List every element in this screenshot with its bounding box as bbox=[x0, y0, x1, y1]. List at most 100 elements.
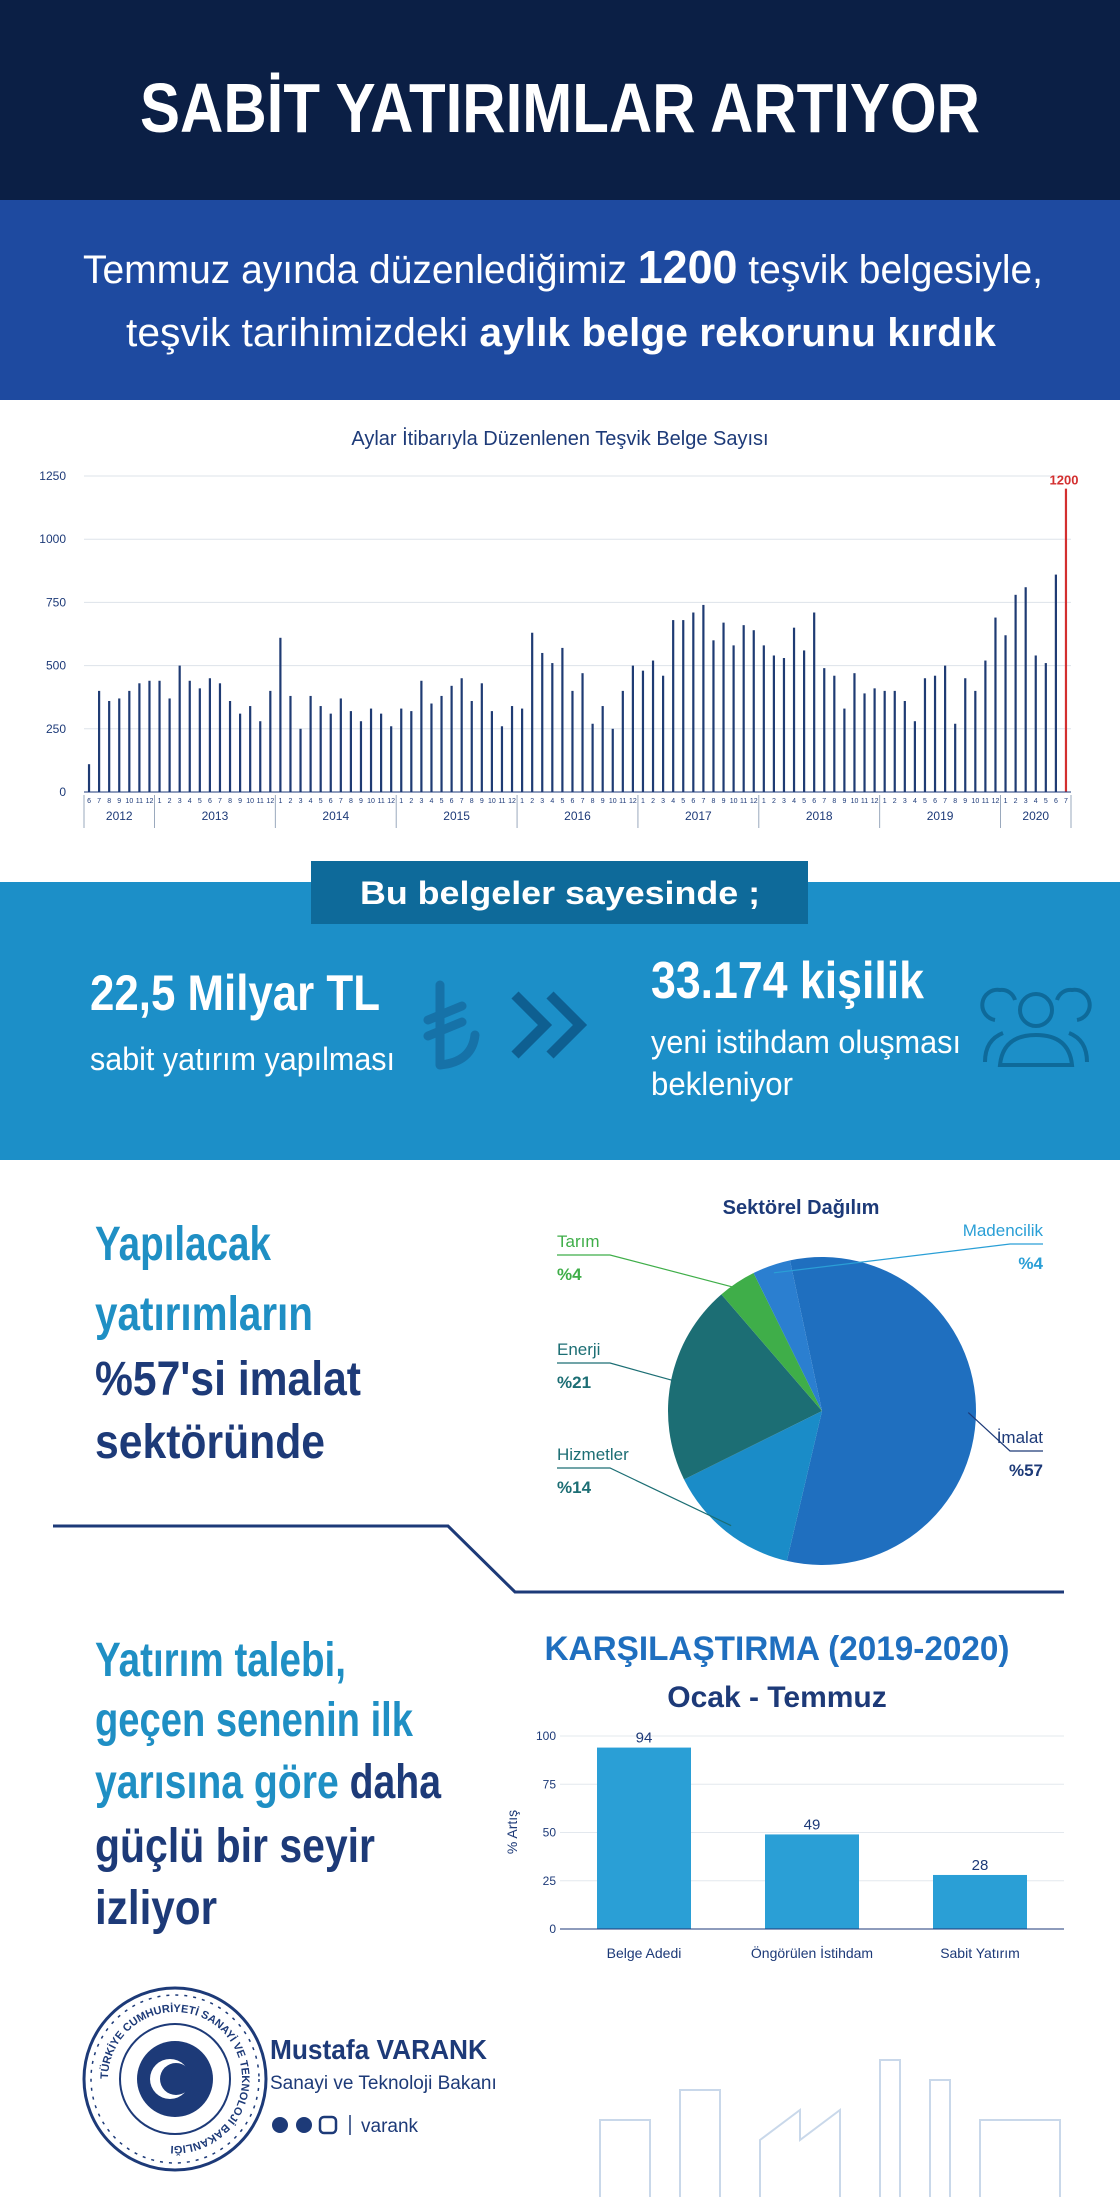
bar bbox=[571, 690, 574, 792]
x-tick-label: 11 bbox=[619, 798, 626, 805]
bar bbox=[662, 675, 665, 792]
x-tick-label: 1 bbox=[278, 798, 282, 805]
x-tick-label: 10 bbox=[851, 798, 859, 805]
x-tick-label: 9 bbox=[480, 798, 484, 805]
investment-value: 22,5 Milyar TL bbox=[90, 965, 380, 1021]
chart-title: Aylar İtibarıyla Düzenlenen Teşvik Belge… bbox=[351, 427, 768, 450]
x-tick-label: 3 bbox=[419, 798, 423, 805]
bar bbox=[873, 688, 876, 792]
x-tick-label: 10 bbox=[730, 798, 738, 805]
x-tick-label: 8 bbox=[107, 798, 111, 805]
x-tick-label: 8 bbox=[953, 798, 957, 805]
year-label: 2014 bbox=[322, 809, 349, 823]
bar bbox=[148, 680, 151, 792]
x-tick-label: 2 bbox=[409, 798, 413, 805]
x-tick-label: 5 bbox=[198, 798, 202, 805]
bar bbox=[581, 673, 584, 792]
x-tick-label: 5 bbox=[923, 798, 927, 805]
x-tick-label: 6 bbox=[1054, 798, 1058, 805]
year-label: 2012 bbox=[106, 809, 133, 823]
x-tick-label: 11 bbox=[136, 798, 143, 805]
bar bbox=[752, 630, 755, 792]
bar bbox=[198, 688, 201, 792]
pie-value-label: %4 bbox=[557, 1265, 582, 1284]
pie-value-label: %4 bbox=[1018, 1254, 1043, 1273]
bar bbox=[792, 627, 796, 792]
bar bbox=[480, 683, 483, 792]
x-tick-label: 9 bbox=[238, 798, 242, 805]
bar bbox=[510, 706, 514, 792]
bar bbox=[1054, 574, 1057, 792]
x-tick-label: 9 bbox=[842, 798, 846, 805]
x-tick-label: 11 bbox=[257, 798, 264, 805]
bar bbox=[722, 622, 725, 792]
x-tick-label: 4 bbox=[792, 798, 796, 805]
year-label: 2018 bbox=[806, 809, 833, 823]
bar bbox=[772, 655, 775, 792]
sector-headline: sektöründe bbox=[95, 1416, 325, 1469]
bar bbox=[450, 685, 453, 792]
leader-line bbox=[967, 1412, 1043, 1452]
x-tick-label: 10 bbox=[246, 798, 254, 805]
pie-label: Hizmetler bbox=[557, 1445, 629, 1464]
x-tick-label: 3 bbox=[903, 798, 907, 805]
x-tick-label: 10 bbox=[971, 798, 979, 805]
banner-text: teşvik belgesiyle, bbox=[737, 248, 1043, 292]
bar bbox=[400, 708, 403, 792]
pie-label: İmalat bbox=[997, 1428, 1044, 1447]
bar bbox=[702, 604, 705, 792]
data-label: 49 bbox=[804, 1816, 821, 1833]
y-tick-label: 100 bbox=[536, 1729, 556, 1743]
x-tick-label: 3 bbox=[540, 798, 544, 805]
bar bbox=[782, 658, 786, 792]
pie-label: Enerji bbox=[557, 1340, 600, 1359]
year-label: 2013 bbox=[202, 809, 229, 823]
bar bbox=[954, 723, 957, 792]
x-tick-label: 1 bbox=[158, 798, 162, 805]
x-tick-label: 4 bbox=[671, 798, 675, 805]
bar bbox=[923, 678, 927, 792]
data-label: 94 bbox=[636, 1730, 653, 1747]
x-tick-label: 1 bbox=[641, 798, 645, 805]
y-axis-label: % Artış bbox=[504, 1810, 520, 1854]
x-tick-label: 5 bbox=[1044, 798, 1048, 805]
bar bbox=[1014, 594, 1017, 792]
sector-headline: yatırımların bbox=[95, 1288, 313, 1341]
bar bbox=[765, 1834, 859, 1929]
x-tick-label: 7 bbox=[460, 798, 464, 805]
bar bbox=[933, 1874, 1027, 1929]
x-tick-label: 12 bbox=[508, 798, 516, 805]
bar bbox=[440, 695, 443, 792]
x-tick-label: 3 bbox=[178, 798, 182, 805]
bar bbox=[470, 700, 473, 792]
comparison-headline: izliyor bbox=[95, 1882, 217, 1935]
bar bbox=[641, 670, 645, 792]
bar bbox=[410, 711, 413, 792]
bar bbox=[521, 708, 524, 792]
bar bbox=[621, 690, 624, 792]
x-tick-label: 2 bbox=[168, 798, 172, 805]
x-tick-label: 12 bbox=[146, 798, 154, 805]
x-tick-label: 5 bbox=[560, 798, 564, 805]
bar bbox=[994, 617, 997, 792]
bar bbox=[138, 683, 141, 792]
bar bbox=[863, 693, 866, 792]
x-tick-label: 4 bbox=[430, 798, 434, 805]
x-tick-label: 6 bbox=[87, 798, 91, 805]
x-tick-label: 4 bbox=[309, 798, 313, 805]
employment-value: 33.174 kişilik bbox=[651, 952, 924, 1010]
footer-position: Sanayi ve Teknoloji Bakanı bbox=[270, 2073, 497, 2094]
bar bbox=[803, 650, 806, 792]
x-tick-label: 2 bbox=[893, 798, 897, 805]
leader-line bbox=[773, 1243, 1043, 1274]
bar bbox=[651, 660, 655, 792]
bar bbox=[974, 690, 977, 792]
bar bbox=[964, 678, 967, 792]
x-tick-label: 9 bbox=[359, 798, 363, 805]
bar bbox=[259, 721, 262, 792]
bar bbox=[883, 690, 886, 792]
x-tick-label: 2 bbox=[530, 798, 534, 805]
x-tick-label: 9 bbox=[722, 798, 726, 805]
x-tick-label: 12 bbox=[992, 798, 1000, 805]
